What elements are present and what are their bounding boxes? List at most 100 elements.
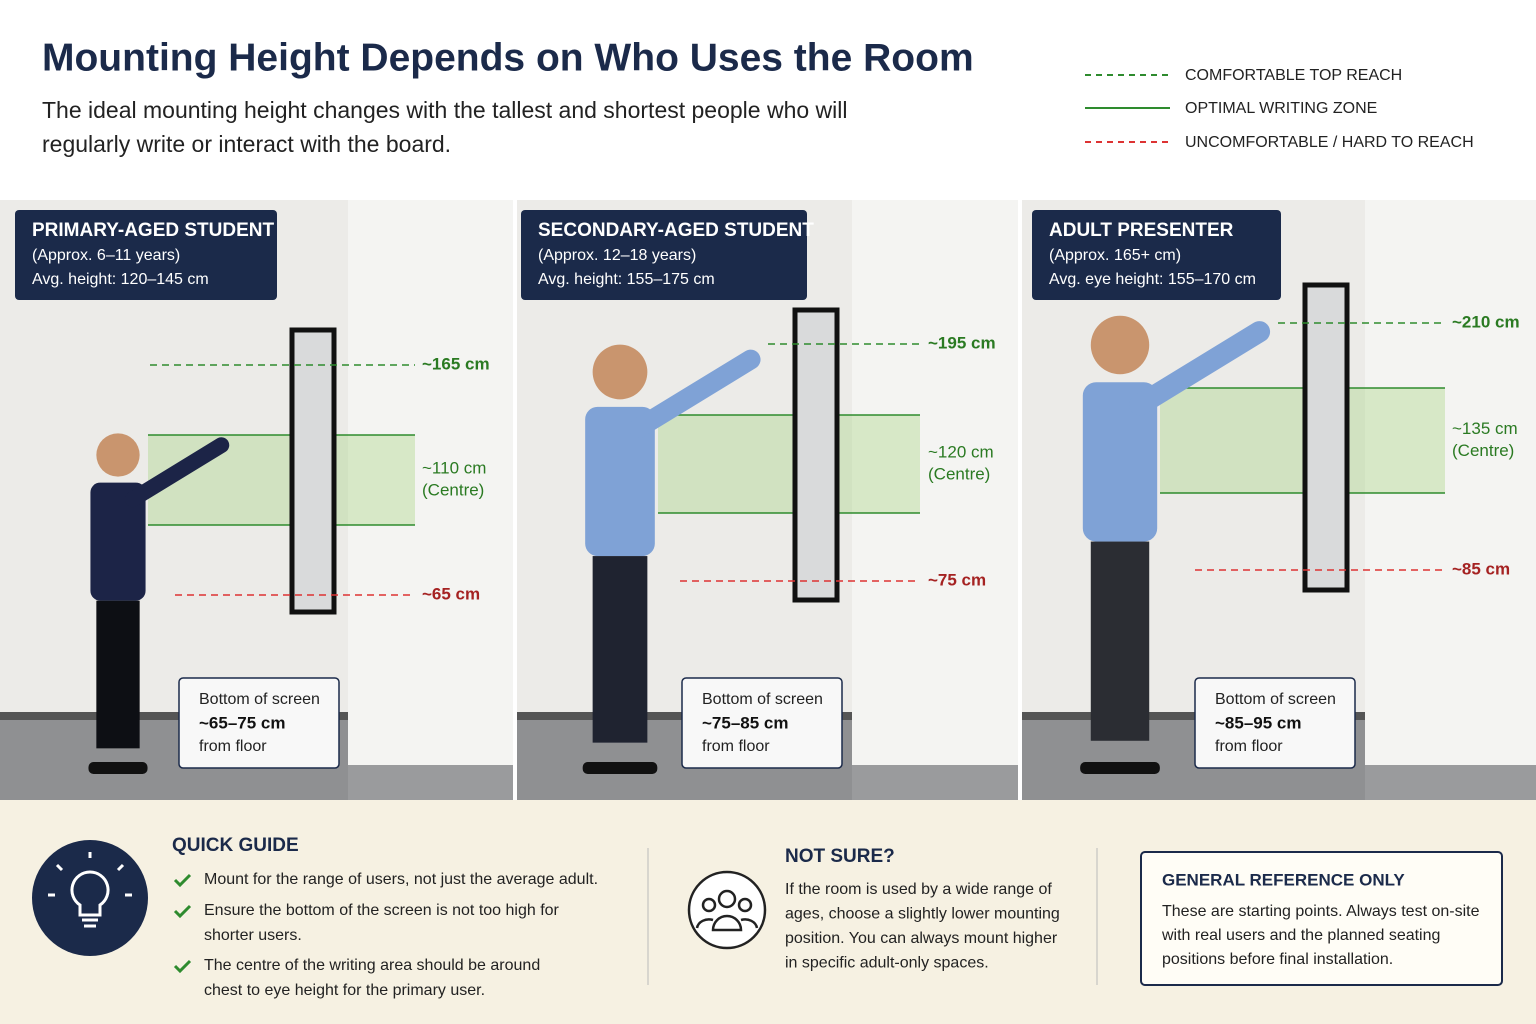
footer: QUICK GUIDE Mount for the range of users,… <box>32 835 1503 999</box>
person-torso <box>1082 382 1158 542</box>
not-sure-text: If the room is used by a wide range of <box>785 881 1052 898</box>
screen-info: from floor <box>1215 738 1283 755</box>
centre-label: ~110 cm <box>422 458 486 477</box>
floor-side <box>1365 765 1536 800</box>
screen-info-value: ~75–85 cm <box>702 713 789 732</box>
person-shoes <box>1080 762 1160 774</box>
centre-label: ~120 cm <box>928 442 994 461</box>
quick-guide-item: The centre of the writing area should be… <box>204 957 540 974</box>
legend-label: COMFORTABLE TOP REACH <box>1185 67 1402 84</box>
top-reach-label: ~195 cm <box>928 333 996 352</box>
bulb-icon-shape <box>70 870 110 928</box>
quick-guide-item: shorter users. <box>204 927 302 944</box>
person-shoes <box>582 762 658 774</box>
not-sure-text: position. You can always mount higher <box>785 930 1058 947</box>
person-arm <box>124 437 230 508</box>
not-sure-title: NOT SURE? <box>785 846 895 867</box>
reference-text: with real users and the planned seating <box>1161 927 1440 944</box>
screen-info: Bottom of screen <box>199 691 320 708</box>
panel-detail: (Approx. 6–11 years) <box>32 247 180 264</box>
panel-detail: (Approx. 165+ cm) <box>1049 247 1181 264</box>
panel-label-box <box>1032 210 1281 300</box>
side-wall <box>1365 200 1536 800</box>
centre-label: ~135 cm <box>1452 419 1518 438</box>
skirting <box>1022 712 1365 720</box>
header-bg <box>0 0 1536 200</box>
person-legs <box>1090 541 1150 741</box>
top-reach-label: ~210 cm <box>1452 312 1520 331</box>
person-head <box>96 433 140 477</box>
check-icon <box>173 959 192 974</box>
title: Mounting Height Depends on Who Uses the … <box>42 36 974 79</box>
people-icon <box>687 870 767 950</box>
person-torso <box>585 406 655 557</box>
panel-label-box <box>521 210 807 300</box>
person-arm <box>1129 321 1271 416</box>
person-head <box>592 344 648 400</box>
reference-text: positions before final installation. <box>1162 951 1393 968</box>
person-head <box>1090 315 1150 375</box>
top-reach-label: ~165 cm <box>422 354 490 373</box>
person-torso <box>90 482 146 601</box>
screen <box>289 327 337 615</box>
panel-label-box <box>15 210 277 300</box>
panel-title: ADULT PRESENTER <box>1049 220 1234 241</box>
bottom-label: ~65 cm <box>422 584 480 603</box>
screen-info: Bottom of screen <box>702 691 823 708</box>
panel-gap <box>1018 200 1022 800</box>
panel-title: PRIMARY-AGED STUDENT <box>32 220 274 241</box>
skirting <box>0 712 348 720</box>
centre-note: (Centre) <box>422 480 484 499</box>
panel-gap <box>513 200 517 800</box>
subtitle: regularly write or interact with the boa… <box>42 131 451 157</box>
panel-detail: (Approx. 12–18 years) <box>538 247 696 264</box>
writing-zone <box>658 415 920 513</box>
floor-side <box>348 765 513 800</box>
reference-box <box>1140 851 1503 986</box>
legend-label: OPTIMAL WRITING ZONE <box>1185 100 1377 117</box>
screen-info-box <box>1194 677 1356 769</box>
check-icon <box>173 904 192 919</box>
screen <box>1302 282 1350 593</box>
screen-info: Bottom of screen <box>1215 691 1336 708</box>
check-icon <box>173 873 192 888</box>
bulb-rays <box>48 852 132 897</box>
quick-guide-title: QUICK GUIDE <box>172 835 299 856</box>
panel-detail: Avg. height: 120–145 cm <box>32 271 209 288</box>
panels: PRIMARY-AGED STUDENT (Approx. 6–11 years)… <box>0 200 1536 800</box>
quick-guide-item: Mount for the range of users, not just t… <box>204 871 598 888</box>
reference-text: These are starting points. Always test o… <box>1162 903 1480 920</box>
reference-title: GENERAL REFERENCE ONLY <box>1162 870 1405 889</box>
person-legs <box>96 600 140 749</box>
screen-info-value: ~65–75 cm <box>199 713 286 732</box>
quick-guide-item: chest to eye height for the primary user… <box>204 982 485 999</box>
people-icon-shape <box>695 889 759 932</box>
screen-info: from floor <box>199 738 267 755</box>
screen-info-box <box>178 677 340 769</box>
bottom-label: ~85 cm <box>1452 559 1510 578</box>
screen-info: from floor <box>702 738 770 755</box>
person-shoes <box>88 762 148 774</box>
not-sure-text: ages, choose a slightly lower mounting <box>785 906 1060 923</box>
not-sure-text: in specific adult-only spaces. <box>785 955 989 972</box>
screen-info-value: ~85–95 cm <box>1215 713 1302 732</box>
bottom-label: ~75 cm <box>928 570 986 589</box>
screen-info-box <box>681 677 843 769</box>
legend-label: UNCOMFORTABLE / HARD TO REACH <box>1185 134 1474 151</box>
subtitle: The ideal mounting height changes with t… <box>42 97 848 123</box>
panel-detail: Avg. height: 155–175 cm <box>538 271 715 288</box>
person-legs <box>592 556 648 743</box>
panel-detail: Avg. eye height: 155–170 cm <box>1049 271 1256 288</box>
person-arm <box>628 349 761 438</box>
side-wall <box>852 200 1018 800</box>
floor-side <box>852 765 1018 800</box>
quick-guide-item: Ensure the bottom of the screen is not t… <box>204 902 560 919</box>
side-wall <box>348 200 513 800</box>
screen <box>792 307 840 603</box>
centre-note: (Centre) <box>928 464 990 483</box>
writing-zone <box>148 435 415 525</box>
panel-title: SECONDARY-AGED STUDENT <box>538 220 814 241</box>
centre-note: (Centre) <box>1452 441 1514 460</box>
